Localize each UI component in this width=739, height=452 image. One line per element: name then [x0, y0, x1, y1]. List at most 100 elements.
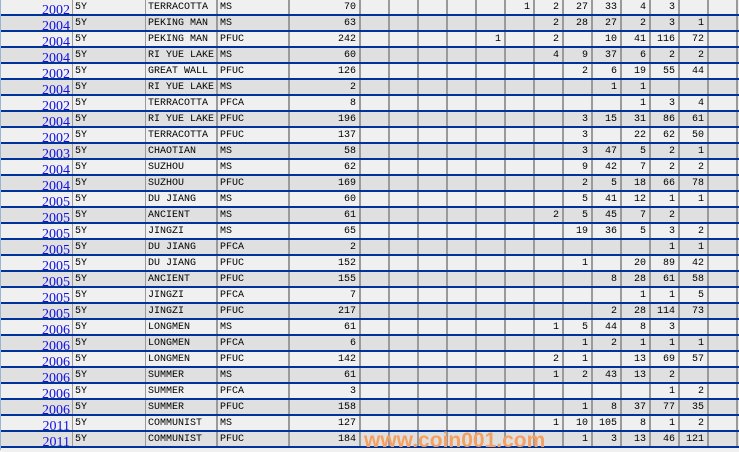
year-link[interactable]: 2006: [1, 384, 73, 398]
count-cell: 4: [622, 0, 651, 14]
count-cell: [390, 288, 419, 302]
year-link[interactable]: 2006: [1, 352, 73, 366]
table-row[interactable]: 2004 5Y RI YUE LAKE PFUC 196 3 15 31 86 61: [1, 112, 739, 128]
count-cell: [361, 32, 390, 46]
count-cell: [361, 432, 390, 446]
year-link[interactable]: 2006: [1, 368, 73, 382]
year-link[interactable]: 2002: [1, 96, 73, 110]
count-cell: [390, 112, 419, 126]
year-link[interactable]: 2005: [1, 288, 73, 302]
table-row[interactable]: 2004 5Y RI YUE LAKE MS 2 1 1: [1, 80, 739, 96]
count-cell: [448, 320, 477, 334]
year-link[interactable]: 2006: [1, 336, 73, 350]
total-cell: 155: [290, 272, 361, 286]
count-cell: [390, 96, 419, 110]
table-row[interactable]: 2005 5Y JINGZI MS 65 19 36 5 3 2: [1, 224, 739, 240]
year-link[interactable]: 2004: [1, 112, 73, 126]
year-link[interactable]: 2004: [1, 16, 73, 30]
table-row[interactable]: 2006 5Y SUMMER PFUC 158 1 8 37 77 35: [1, 400, 739, 416]
table-row[interactable]: 2002 5Y TERRACOTTA MS 70 1 2 27 33 4 3: [1, 0, 739, 16]
count-cell: [506, 288, 535, 302]
year-link[interactable]: 2005: [1, 272, 73, 286]
count-cell: [477, 320, 506, 334]
year-link[interactable]: 2011: [1, 432, 73, 446]
table-row[interactable]: 2005 5Y JINGZI PFCA 7 1 1 5: [1, 288, 739, 304]
year-link[interactable]: 2004: [1, 160, 73, 174]
year-link[interactable]: 2011: [1, 416, 73, 430]
count-cell: [709, 304, 738, 318]
count-cell: [390, 32, 419, 46]
year-link[interactable]: 2005: [1, 240, 73, 254]
year-link[interactable]: 2006: [1, 400, 73, 414]
count-cell: [709, 336, 738, 350]
count-cell: 2: [593, 304, 622, 318]
count-cell: [448, 384, 477, 398]
year-link[interactable]: 2005: [1, 224, 73, 238]
count-cell: [390, 208, 419, 222]
count-cell: 2: [535, 32, 564, 46]
table-row[interactable]: 2005 5Y DU JIANG PFUC 152 1 20 89 42: [1, 256, 739, 272]
year-link[interactable]: 2005: [1, 256, 73, 270]
table-row[interactable]: 2006 5Y SUMMER PFCA 3 1 2: [1, 384, 739, 400]
count-cell: [506, 160, 535, 174]
table-row[interactable]: 2002 5Y TERRACOTTA PFUC 137 3 22 62 50: [1, 128, 739, 144]
year-link[interactable]: 2005: [1, 208, 73, 222]
count-cell: [506, 272, 535, 286]
total-cell: 242: [290, 32, 361, 46]
year-link[interactable]: 2006: [1, 320, 73, 334]
table-row[interactable]: 2006 5Y LONGMEN PFCA 6 1 2 1 1 1: [1, 336, 739, 352]
year-link[interactable]: 2005: [1, 304, 73, 318]
total-cell: 61: [290, 320, 361, 334]
table-row[interactable]: 2011 5Y COMMUNIST MS 127 1 10 105 8 1 2: [1, 416, 739, 432]
count-cell: [709, 128, 738, 142]
year-link[interactable]: 2002: [1, 0, 73, 14]
count-cell: 1: [622, 96, 651, 110]
table-row[interactable]: 2004 5Y RI YUE LAKE MS 60 4 9 37 6 2 2: [1, 48, 739, 64]
table-row[interactable]: 2005 5Y DU JIANG PFCA 2 1 1: [1, 240, 739, 256]
count-cell: 2: [564, 176, 593, 190]
table-row[interactable]: 2005 5Y DU JIANG MS 60 5 41 12 1 1: [1, 192, 739, 208]
table-row[interactable]: 2005 5Y JINGZI PFUC 217 2 28 114 73: [1, 304, 739, 320]
table-row[interactable]: 2004 5Y PEKING MAN MS 63 2 28 27 2 3 1: [1, 16, 739, 32]
total-cell: 61: [290, 208, 361, 222]
count-cell: [506, 224, 535, 238]
table-row[interactable]: 2006 5Y SUMMER MS 61 1 2 43 13 2: [1, 368, 739, 384]
table-row[interactable]: 2006 5Y LONGMEN PFUC 142 2 1 13 69 57: [1, 352, 739, 368]
year-link[interactable]: 2004: [1, 80, 73, 94]
table-row[interactable]: 2003 5Y CHAOTIAN MS 58 3 47 5 2 1: [1, 144, 739, 160]
total-cell: 62: [290, 160, 361, 174]
count-cell: [709, 432, 738, 446]
table-row[interactable]: 2004 5Y PEKING MAN PFUC 242 1 2 10 41 116 72: [1, 32, 739, 48]
count-cell: [390, 256, 419, 270]
count-cell: [477, 272, 506, 286]
count-cell: 3: [651, 320, 680, 334]
year-link[interactable]: 2002: [1, 128, 73, 142]
count-cell: [448, 160, 477, 174]
year-link[interactable]: 2002: [1, 64, 73, 78]
count-cell: [361, 416, 390, 430]
count-cell: [506, 256, 535, 270]
year-link[interactable]: 2004: [1, 48, 73, 62]
count-cell: 3: [564, 144, 593, 158]
count-cell: 19: [564, 224, 593, 238]
count-cell: [477, 336, 506, 350]
table-row[interactable]: 2005 5Y ANCIENT PFUC 155 8 28 61 58: [1, 272, 739, 288]
count-cell: 105: [593, 416, 622, 430]
table-row[interactable]: 2002 5Y GREAT WALL PFUC 126 2 6 19 55 44: [1, 64, 739, 80]
year-link[interactable]: 2003: [1, 144, 73, 158]
table-row[interactable]: 2002 5Y TERRACOTTA PFCA 8 1 3 4: [1, 96, 739, 112]
table-row[interactable]: 2004 5Y SUZHOU MS 62 9 42 7 2 2: [1, 160, 739, 176]
table-row[interactable]: 2006 5Y LONGMEN MS 61 1 5 44 8 3: [1, 320, 739, 336]
table-row[interactable]: 2005 5Y ANCIENT MS 61 2 5 45 7 2: [1, 208, 739, 224]
count-cell: 55: [651, 64, 680, 78]
count-cell: [680, 0, 709, 14]
year-link[interactable]: 2005: [1, 192, 73, 206]
table-row[interactable]: 2011 5Y COMMUNIST PFUC 184 1 3 13 46 121: [1, 432, 739, 448]
count-cell: 1: [477, 32, 506, 46]
year-link[interactable]: 2004: [1, 32, 73, 46]
year-link[interactable]: 2004: [1, 176, 73, 190]
count-cell: [477, 0, 506, 14]
total-cell: 63: [290, 16, 361, 30]
term-cell: 5Y: [73, 352, 146, 366]
table-row[interactable]: 2004 5Y SUZHOU PFUC 169 2 5 18 66 78: [1, 176, 739, 192]
